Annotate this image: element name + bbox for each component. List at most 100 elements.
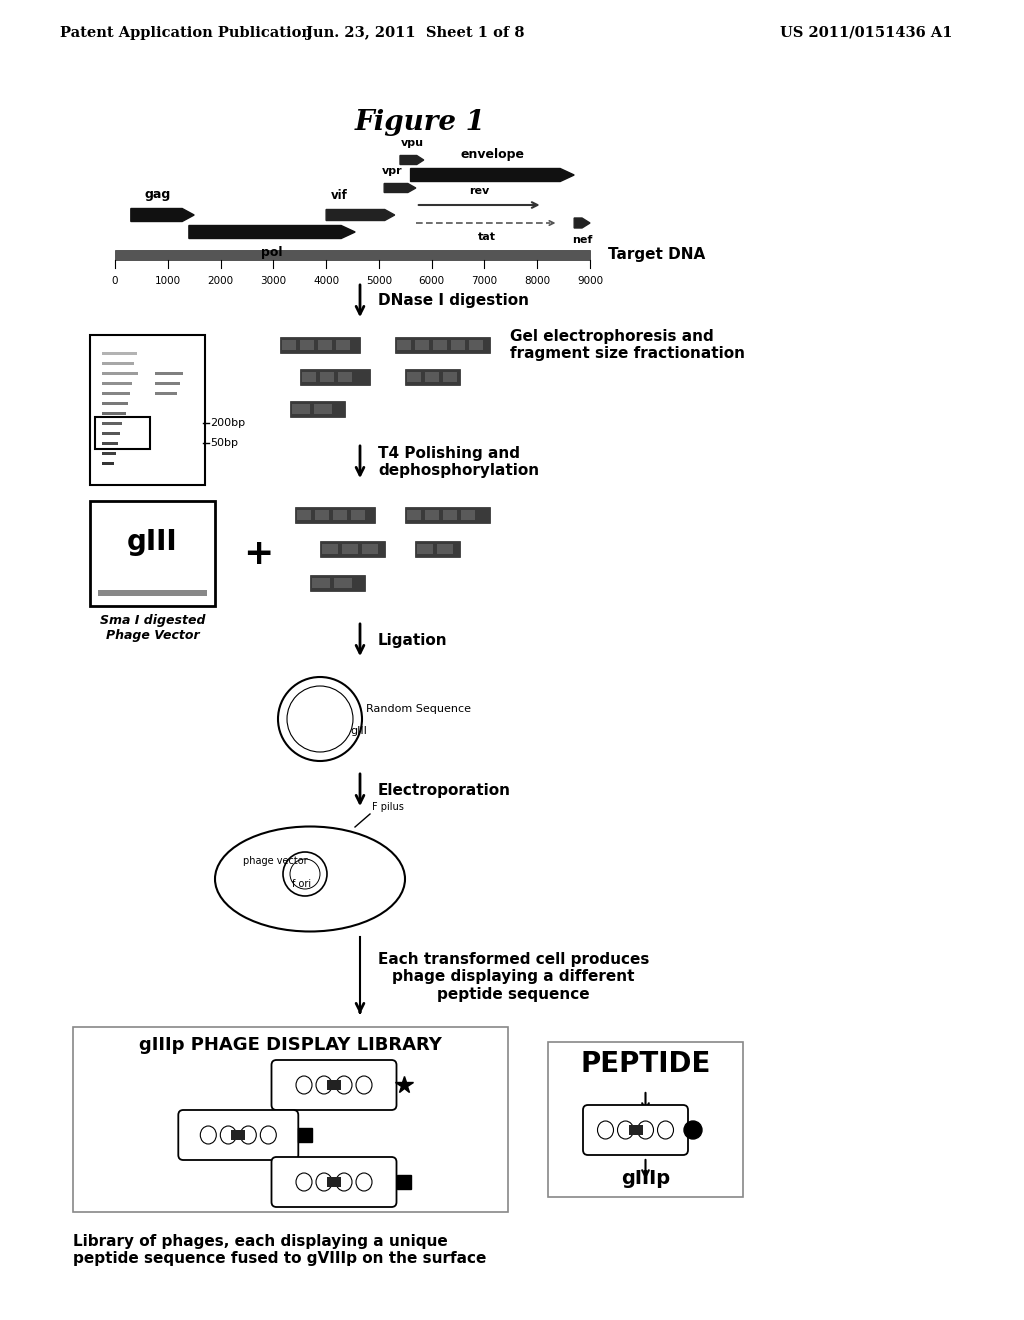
Circle shape xyxy=(287,686,353,752)
Text: DNase I digestion: DNase I digestion xyxy=(378,293,529,309)
Text: vpr: vpr xyxy=(382,166,402,176)
Bar xyxy=(298,1129,312,1142)
Text: Random Sequence: Random Sequence xyxy=(366,704,471,714)
FancyBboxPatch shape xyxy=(178,1110,298,1160)
Bar xyxy=(629,1125,642,1135)
Bar xyxy=(396,1175,411,1189)
Bar xyxy=(73,1027,508,1212)
Bar xyxy=(318,341,332,350)
Bar xyxy=(469,341,483,350)
Bar xyxy=(155,371,183,375)
Text: Library of phages, each displaying a unique
peptide sequence fused to gVIIIp on : Library of phages, each displaying a uni… xyxy=(73,1234,486,1266)
Text: Ligation: Ligation xyxy=(378,632,447,648)
Bar xyxy=(322,544,338,554)
Bar xyxy=(327,1177,341,1187)
Bar xyxy=(90,335,205,484)
Text: T4 Polishing and
dephosphorylation: T4 Polishing and dephosphorylation xyxy=(378,446,539,478)
Bar xyxy=(95,417,150,449)
Bar xyxy=(292,404,310,414)
Text: Figure 1: Figure 1 xyxy=(354,108,485,136)
Bar xyxy=(302,372,316,381)
Bar xyxy=(415,541,460,557)
Text: 200bp: 200bp xyxy=(210,418,245,428)
Bar xyxy=(461,510,475,520)
Ellipse shape xyxy=(356,1173,372,1191)
Text: 50bp: 50bp xyxy=(210,438,238,447)
FancyArrow shape xyxy=(326,210,394,220)
Bar xyxy=(102,392,130,395)
Bar xyxy=(417,544,433,554)
Bar xyxy=(102,381,132,384)
Text: vif: vif xyxy=(331,189,348,202)
Circle shape xyxy=(290,859,319,888)
Bar xyxy=(395,337,490,352)
Bar xyxy=(102,432,120,434)
Bar xyxy=(451,341,465,350)
Bar xyxy=(319,541,385,557)
Circle shape xyxy=(684,1121,702,1139)
Bar xyxy=(102,371,138,375)
FancyBboxPatch shape xyxy=(583,1105,688,1155)
Bar xyxy=(280,337,360,352)
Ellipse shape xyxy=(316,1173,332,1191)
Bar xyxy=(102,412,126,414)
Text: pol: pol xyxy=(261,246,283,259)
FancyArrow shape xyxy=(188,226,355,239)
Bar xyxy=(319,372,334,381)
Bar xyxy=(315,510,329,520)
Ellipse shape xyxy=(241,1126,256,1144)
Ellipse shape xyxy=(336,1173,352,1191)
Ellipse shape xyxy=(220,1126,237,1144)
Bar xyxy=(415,341,429,350)
Text: gIIIp PHAGE DISPLAY LIBRARY: gIIIp PHAGE DISPLAY LIBRARY xyxy=(139,1036,442,1053)
Text: 8000: 8000 xyxy=(524,276,550,286)
Ellipse shape xyxy=(356,1076,372,1094)
Bar xyxy=(425,372,439,381)
Bar xyxy=(90,502,215,606)
Bar xyxy=(295,507,375,523)
Bar xyxy=(310,576,365,591)
Bar xyxy=(102,462,114,465)
Bar xyxy=(102,401,128,404)
Bar xyxy=(362,544,378,554)
FancyArrow shape xyxy=(131,209,195,222)
Bar xyxy=(102,421,122,425)
Bar xyxy=(282,341,296,350)
Bar xyxy=(297,510,311,520)
Text: Each transformed cell produces
phage displaying a different
peptide sequence: Each transformed cell produces phage dis… xyxy=(378,952,649,1002)
Text: 3000: 3000 xyxy=(260,276,287,286)
Text: Target DNA: Target DNA xyxy=(608,248,706,263)
Text: vpu: vpu xyxy=(400,139,423,148)
Text: Patent Application Publication: Patent Application Publication xyxy=(60,26,312,40)
Text: 1000: 1000 xyxy=(155,276,181,286)
Bar xyxy=(433,341,447,350)
Bar xyxy=(443,510,457,520)
Text: 5000: 5000 xyxy=(366,276,392,286)
FancyArrow shape xyxy=(384,183,416,193)
Text: US 2011/0151436 A1: US 2011/0151436 A1 xyxy=(780,26,952,40)
Circle shape xyxy=(278,677,362,762)
Ellipse shape xyxy=(215,826,406,932)
Bar xyxy=(351,510,365,520)
Bar xyxy=(334,578,352,587)
Ellipse shape xyxy=(260,1126,276,1144)
Bar xyxy=(548,1041,743,1197)
Text: envelope: envelope xyxy=(461,148,524,161)
Bar xyxy=(342,544,358,554)
Text: F pilus: F pilus xyxy=(372,803,403,812)
Bar xyxy=(397,341,411,350)
Ellipse shape xyxy=(597,1121,613,1139)
Bar xyxy=(102,351,137,355)
Text: Gel electrophoresis and
fragment size fractionation: Gel electrophoresis and fragment size fr… xyxy=(510,329,745,362)
Text: 2000: 2000 xyxy=(208,276,233,286)
Ellipse shape xyxy=(316,1076,332,1094)
Text: Sma I digested
Phage Vector: Sma I digested Phage Vector xyxy=(99,614,205,642)
Text: gIIIp: gIIIp xyxy=(621,1170,670,1188)
Text: 7000: 7000 xyxy=(471,276,498,286)
FancyArrow shape xyxy=(574,218,590,228)
Ellipse shape xyxy=(617,1121,634,1139)
Bar xyxy=(300,370,370,385)
Bar xyxy=(443,372,457,381)
Ellipse shape xyxy=(638,1121,653,1139)
Bar xyxy=(102,451,116,454)
